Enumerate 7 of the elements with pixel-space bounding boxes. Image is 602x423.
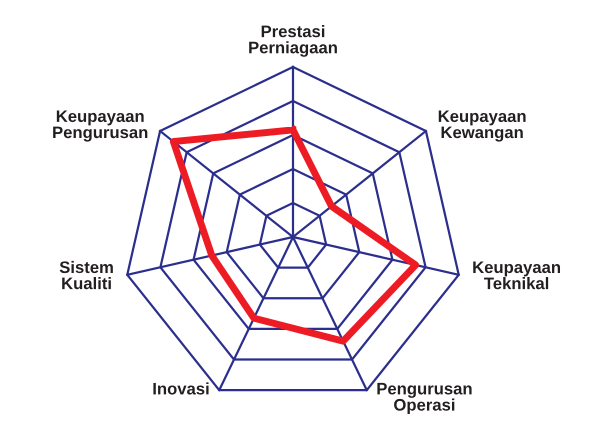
spoke-label: Inovasi <box>153 382 209 395</box>
spoke-label: Keupayaan Teknikal <box>473 261 560 290</box>
spoke-label: Pengurusan Operasi <box>377 382 472 414</box>
spoke-label: Prestasi Perniagaan <box>249 25 337 57</box>
spoke-label: Sistem Kualiti <box>60 260 113 290</box>
spoke-label: Keupayaan Pengurusan <box>53 110 148 142</box>
spoke-label: Keupayaan Kewangan <box>438 110 526 142</box>
